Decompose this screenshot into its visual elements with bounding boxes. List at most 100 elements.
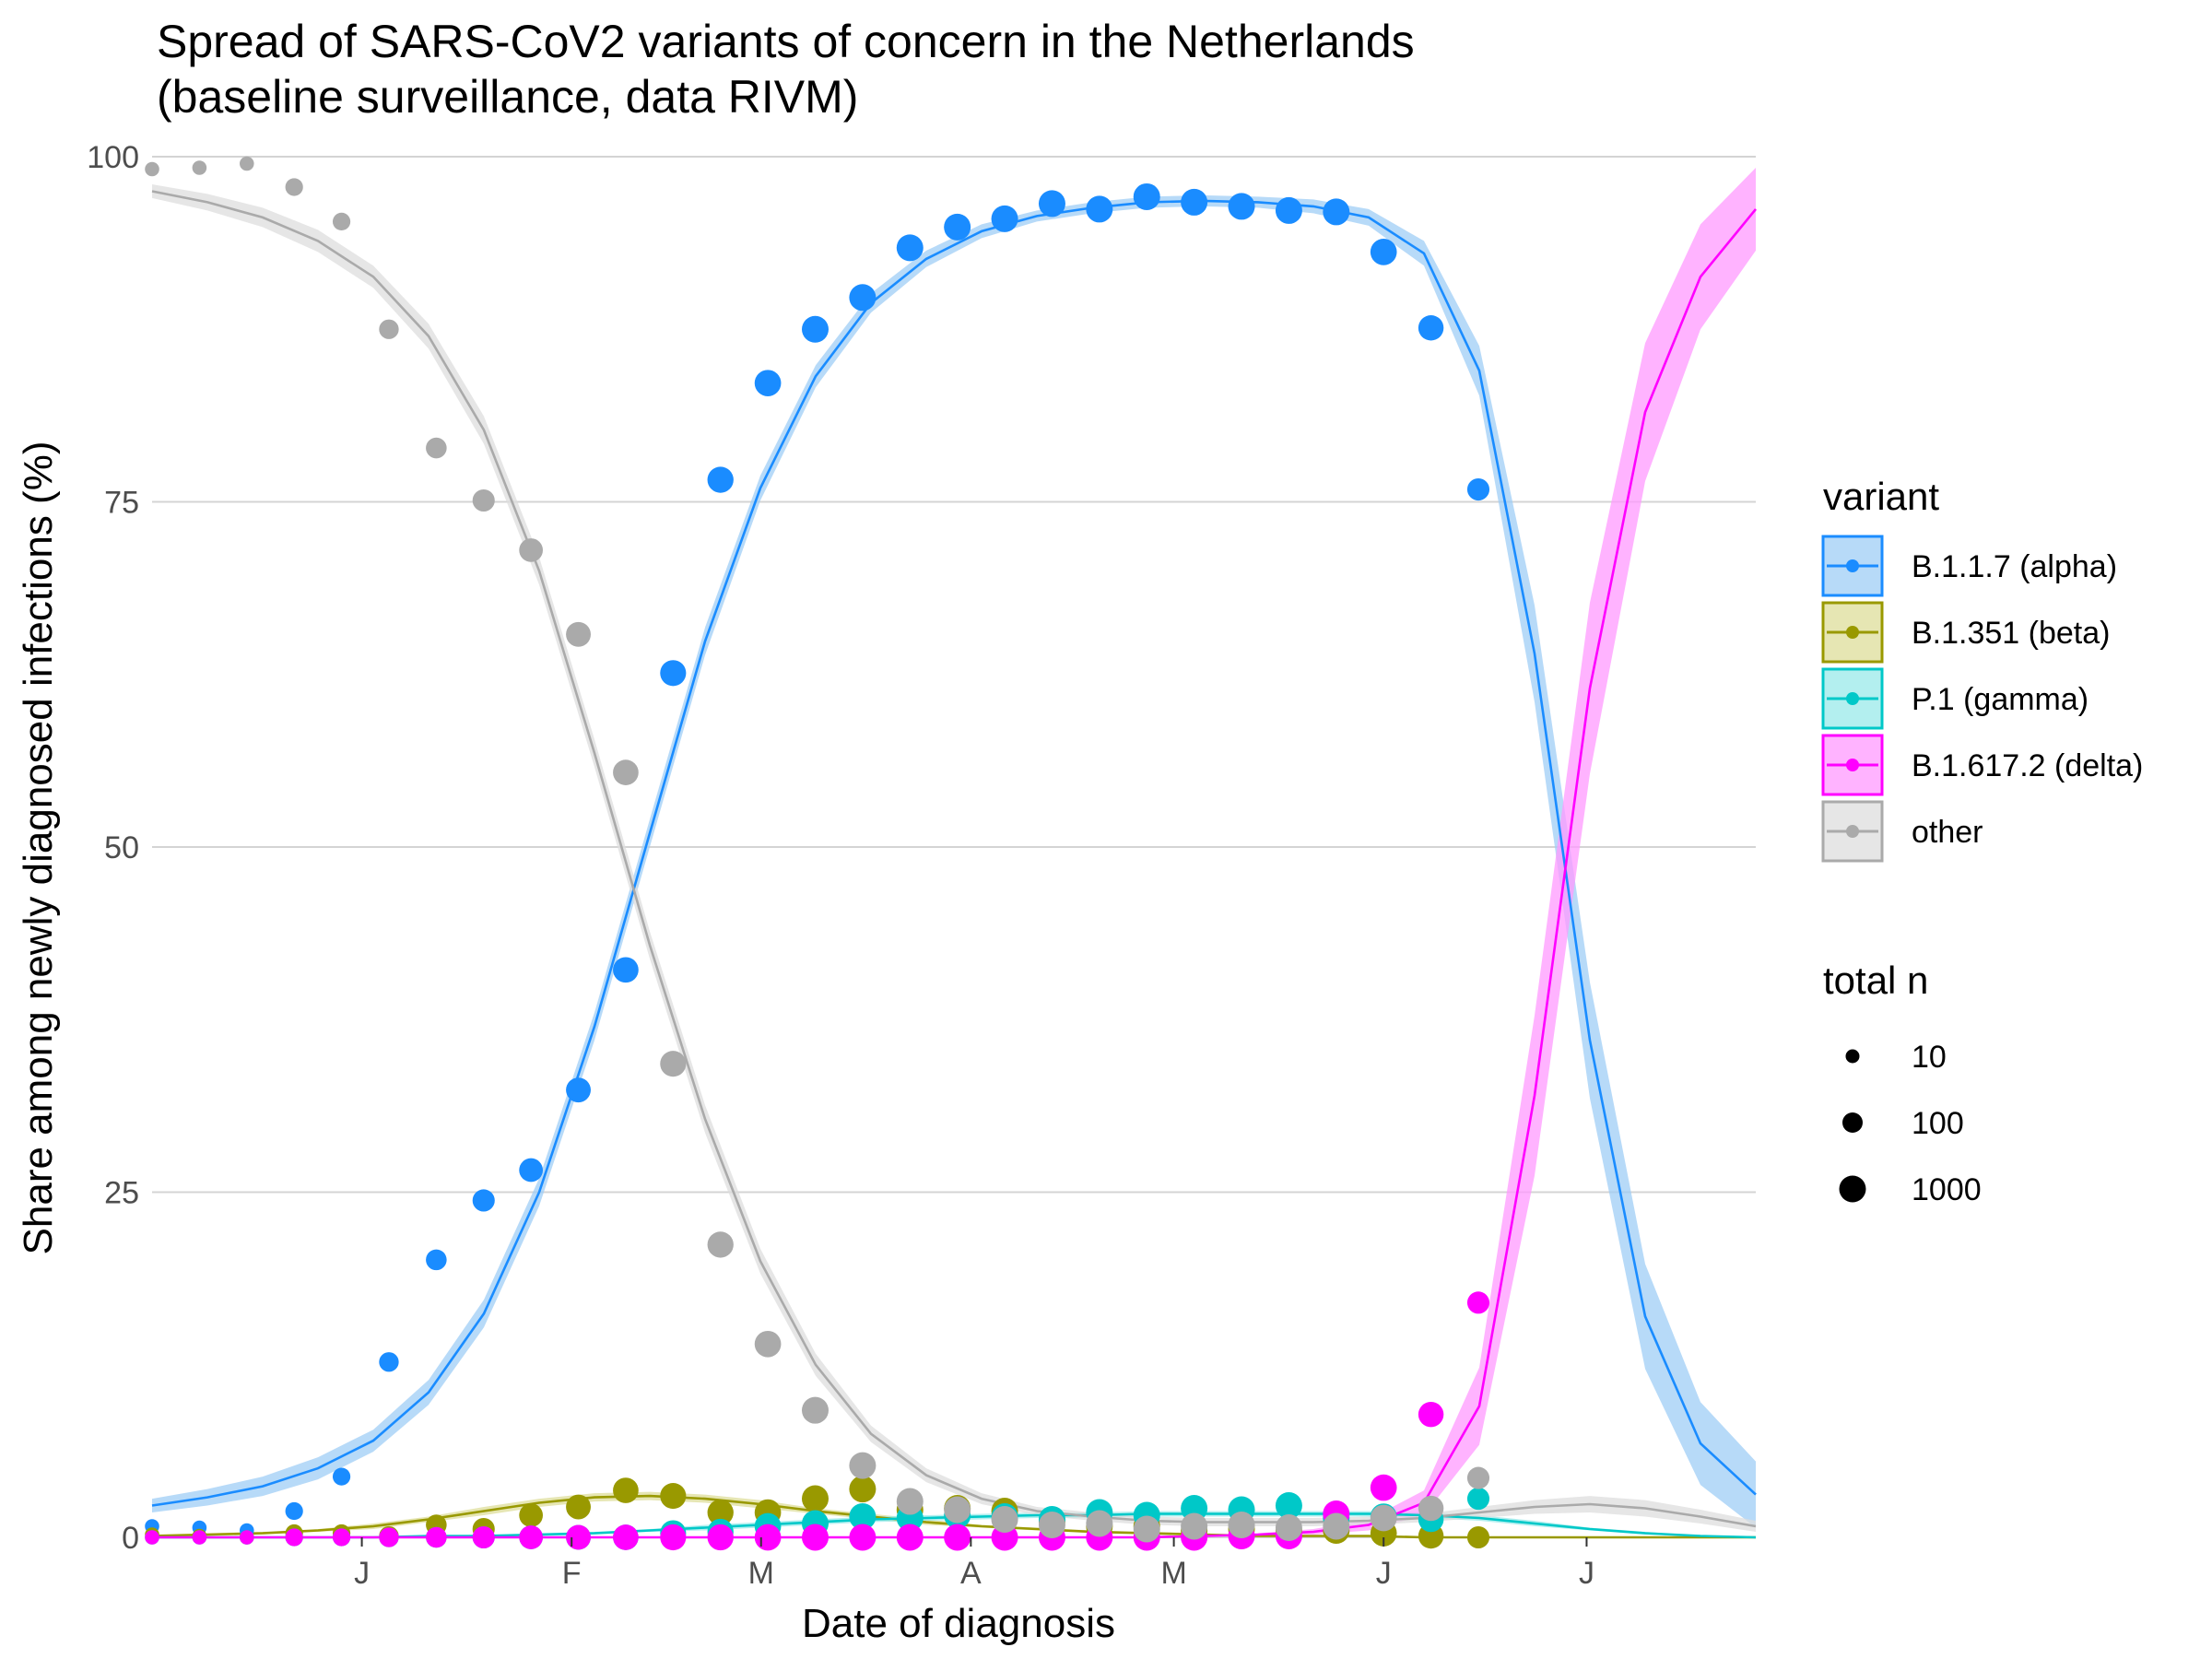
point-series-0-20	[1086, 195, 1113, 223]
point-series-1-12	[707, 1499, 734, 1526]
chart-title-line2: (baseline surveillance, data RIVM)	[157, 71, 858, 123]
legend-size-label-1: 100	[1912, 1106, 1964, 1141]
legend-key-dot-1	[1846, 626, 1859, 639]
point-series-1-9	[566, 1494, 591, 1520]
fit-line-series-4	[151, 190, 1757, 1528]
point-series-1-10	[613, 1477, 639, 1503]
point-series-0-8	[519, 1158, 543, 1182]
point-series-4-6	[426, 437, 447, 459]
point-series-4-25	[1323, 1512, 1350, 1540]
point-series-4-12	[707, 1231, 734, 1258]
y-axis-ticks: 0 25 50 75 100	[87, 140, 139, 1556]
point-series-1-15	[849, 1476, 877, 1503]
point-series-3-7	[472, 1525, 495, 1549]
point-series-4-22	[1181, 1512, 1208, 1540]
point-series-2-15	[849, 1503, 877, 1531]
point-series-3-10	[613, 1524, 639, 1550]
point-series-3-5	[379, 1527, 399, 1547]
point-series-3-13	[754, 1524, 782, 1551]
point-series-3-15	[849, 1524, 877, 1551]
point-series-4-1	[192, 160, 207, 175]
data-points	[145, 156, 1490, 1551]
x-tick-label-0: J	[354, 1556, 370, 1591]
chart-title-line1: Spread of SARS-CoV2 variants of concern …	[157, 16, 1415, 67]
point-series-3-3	[285, 1528, 303, 1547]
point-series-0-18	[991, 205, 1018, 232]
point-series-3-16	[896, 1524, 924, 1551]
point-series-0-12	[707, 466, 734, 493]
y-tick-label-50: 50	[104, 830, 139, 865]
x-tick-label-6: J	[1579, 1556, 1594, 1591]
point-series-4-9	[566, 621, 591, 647]
point-series-1-14	[801, 1485, 829, 1512]
point-series-0-16	[896, 234, 924, 262]
point-series-0-23	[1228, 193, 1255, 220]
point-series-4-28	[1466, 1466, 1490, 1489]
y-tick-label-100: 100	[87, 140, 139, 175]
legend-label-4: other	[1912, 815, 1983, 850]
ribbon-series-1	[152, 1491, 1756, 1537]
point-series-1-28	[1466, 1525, 1490, 1549]
point-series-0-4	[332, 1467, 351, 1486]
point-series-0-26	[1370, 239, 1397, 265]
point-series-4-19	[1038, 1512, 1065, 1539]
legend-key-dot-0	[1846, 559, 1859, 572]
point-series-3-0	[145, 1530, 159, 1545]
point-series-4-16	[896, 1488, 924, 1515]
legend-size-dot-0	[1845, 1049, 1860, 1064]
point-series-0-19	[1038, 190, 1065, 218]
point-series-4-17	[944, 1496, 971, 1524]
y-tick-label-0: 0	[122, 1521, 139, 1556]
point-series-4-23	[1228, 1512, 1255, 1539]
point-series-1-8	[519, 1503, 543, 1527]
point-series-2-24	[1275, 1492, 1302, 1520]
point-series-3-26	[1370, 1474, 1397, 1501]
point-series-3-11	[660, 1524, 687, 1551]
legend-size-label-2: 1000	[1912, 1172, 1982, 1207]
point-series-0-27	[1418, 315, 1444, 341]
point-series-0-14	[801, 315, 829, 343]
legend-key-dot-3	[1846, 759, 1859, 771]
legend-key-dot-4	[1846, 825, 1859, 838]
point-series-4-11	[660, 1051, 687, 1077]
point-series-0-9	[566, 1077, 591, 1103]
point-series-4-0	[145, 161, 159, 177]
legend-size-label-0: 10	[1912, 1040, 1947, 1075]
point-series-0-15	[849, 284, 877, 312]
fit-line-series-0	[151, 199, 1757, 1507]
point-series-0-22	[1181, 188, 1208, 216]
point-series-3-2	[240, 1530, 254, 1545]
point-series-4-7	[472, 488, 495, 512]
point-series-4-10	[613, 759, 639, 785]
y-tick-label-75: 75	[104, 486, 139, 521]
point-series-4-21	[1133, 1515, 1160, 1543]
point-series-4-3	[285, 178, 303, 196]
point-series-4-15	[849, 1452, 877, 1479]
point-series-0-17	[944, 213, 971, 241]
legend-title-size: total n	[1823, 959, 1928, 1002]
point-series-0-25	[1323, 198, 1350, 226]
point-series-0-28	[1466, 477, 1490, 501]
point-series-0-6	[426, 1249, 447, 1271]
point-series-3-17	[944, 1524, 971, 1551]
point-series-0-24	[1275, 196, 1302, 224]
legend-label-2: P.1 (gamma)	[1912, 682, 2088, 717]
point-series-0-13	[754, 370, 782, 397]
point-series-4-27	[1418, 1495, 1444, 1522]
x-axis-label: Date of diagnosis	[802, 1601, 1115, 1646]
point-series-3-6	[426, 1526, 447, 1548]
point-series-1-11	[660, 1482, 687, 1510]
x-tick-label-4: M	[1160, 1556, 1186, 1591]
point-series-4-20	[1086, 1510, 1113, 1537]
point-series-4-26	[1370, 1504, 1397, 1532]
point-series-3-28	[1466, 1291, 1490, 1314]
point-series-4-24	[1275, 1514, 1302, 1542]
legend-key-dot-2	[1846, 692, 1859, 705]
x-tick-label-5: J	[1376, 1556, 1392, 1591]
legend: variant B.1.1.7 (alpha) B.1.351 (beta) P.1 …	[1821, 475, 2143, 1207]
y-tick-label-25: 25	[104, 1176, 139, 1211]
point-series-3-12	[707, 1524, 734, 1551]
y-axis-label: Share among newly diagnosed infections (…	[16, 441, 61, 1255]
point-series-4-2	[240, 156, 254, 171]
